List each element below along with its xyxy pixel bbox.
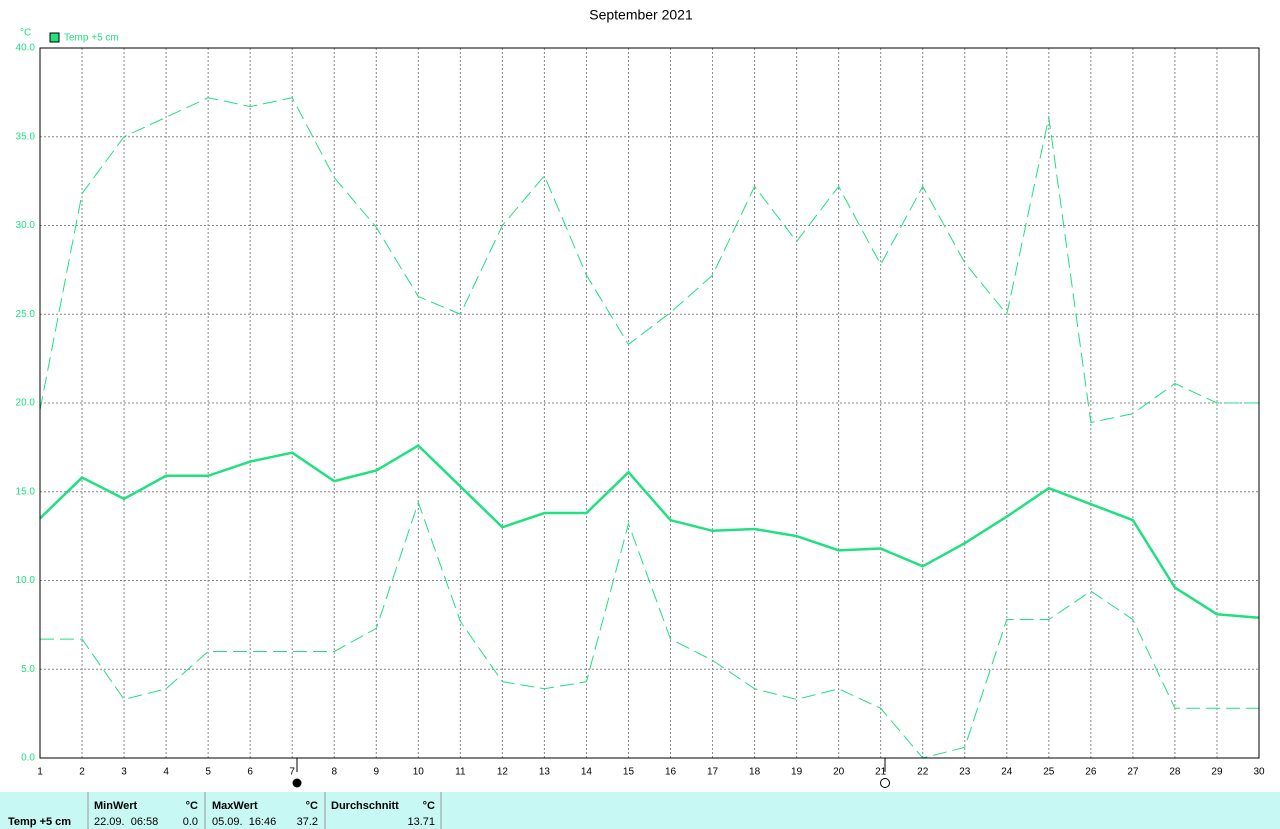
data-line xyxy=(39,444,1260,620)
x-tick-label: 7 xyxy=(289,767,295,778)
y-tick-label: 10.0 xyxy=(16,575,36,586)
x-tick-label: 8 xyxy=(331,767,337,778)
y-tick-label: 0.0 xyxy=(21,753,35,764)
stats-value: 37.2 xyxy=(297,816,318,828)
x-tick-label: 23 xyxy=(959,767,971,778)
y-tick-label: 15.0 xyxy=(16,486,36,497)
x-tick-label: 26 xyxy=(1085,767,1097,778)
y-tick-label: 30.0 xyxy=(16,220,36,231)
stats-sensor: Temp +5 cm xyxy=(8,816,71,828)
stats-label: MaxWert xyxy=(212,800,258,812)
y-tick-label: 40.0 xyxy=(16,43,36,54)
stats-background xyxy=(0,792,1280,829)
x-tick-label: 16 xyxy=(665,767,677,778)
data-line xyxy=(39,97,1259,424)
x-tick-label: 13 xyxy=(539,767,551,778)
chart-title: September 2021 xyxy=(589,7,693,23)
x-tick-label: 18 xyxy=(749,767,761,778)
legend-swatch xyxy=(49,32,60,43)
y-tick-label: 5.0 xyxy=(21,664,35,675)
x-tick-label: 10 xyxy=(413,767,425,778)
y-axis-unit: °C xyxy=(20,28,31,39)
stats-unit: °C xyxy=(306,800,318,812)
legend-label: Temp +5 cm xyxy=(64,33,119,44)
stats-panel: Temp +5 cm MinWert °C 22.09. 06:58 0.0 M… xyxy=(0,792,1280,829)
x-tick-label: 11 xyxy=(455,767,466,778)
x-tick-label: 5 xyxy=(205,767,211,778)
stats-unit: °C xyxy=(186,800,198,812)
stats-value: 13.71 xyxy=(407,816,435,828)
x-tick-label: 22 xyxy=(917,767,929,778)
x-tick-label: 28 xyxy=(1169,767,1181,778)
stats-time: 22.09. 06:58 xyxy=(94,816,158,828)
new-moon-icon xyxy=(880,778,890,788)
x-tick-label: 19 xyxy=(791,767,803,778)
x-tick-label: 20 xyxy=(833,767,845,778)
x-tick-label: 21 xyxy=(875,767,887,778)
x-tick-label: 27 xyxy=(1127,767,1139,778)
full-moon-icon xyxy=(292,778,302,788)
x-tick-label: 30 xyxy=(1253,767,1265,778)
x-tick-label: 15 xyxy=(623,767,635,778)
x-tick-label: 4 xyxy=(163,767,169,778)
y-tick-label: 35.0 xyxy=(16,131,36,142)
stats-time: 05.09. 16:46 xyxy=(212,816,276,828)
x-tick-label: 25 xyxy=(1043,767,1055,778)
x-tick-label: 2 xyxy=(79,767,85,778)
x-tick-label: 29 xyxy=(1211,767,1223,778)
x-tick-label: 24 xyxy=(1001,767,1013,778)
x-tick-label: 6 xyxy=(247,767,253,778)
y-tick-label: 25.0 xyxy=(16,309,36,320)
x-tick-label: 9 xyxy=(373,767,379,778)
x-tick-label: 12 xyxy=(497,767,509,778)
stats-value: 0.0 xyxy=(183,816,198,828)
x-tick-label: 14 xyxy=(581,767,593,778)
stats-label: Durchschnitt xyxy=(331,800,399,812)
stats-unit: °C xyxy=(423,800,435,812)
x-tick-label: 17 xyxy=(707,767,719,778)
plot-border xyxy=(39,47,1260,759)
y-tick-label: 20.0 xyxy=(16,398,36,409)
stats-label: MinWert xyxy=(94,800,138,812)
x-tick-label: 3 xyxy=(121,767,127,778)
data-line xyxy=(40,500,1259,759)
x-tick-label: 1 xyxy=(37,767,43,778)
